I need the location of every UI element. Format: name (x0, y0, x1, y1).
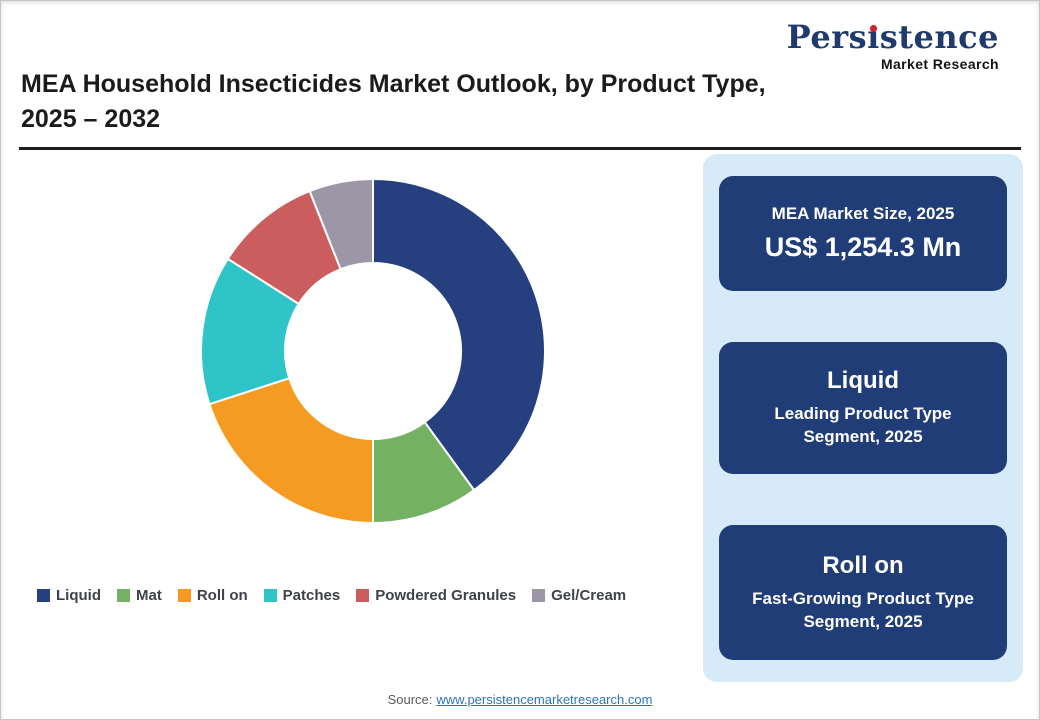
logo-subtitle: Market Research (880, 56, 999, 72)
legend-item-liquid: Liquid (37, 587, 101, 604)
market-size-title: MEA Market Size, 2025 (771, 204, 955, 223)
page-title-line2: 2025 – 2032 (21, 105, 161, 133)
fast-growing-segment-name: Roll on (822, 551, 904, 579)
logo-text-prefix: Pers (786, 18, 868, 56)
donut-chart (200, 177, 546, 525)
page-title: MEA Household Insecticides Market Outloo… (21, 67, 789, 137)
title-divider (19, 147, 1021, 150)
logo-red-dot-icon (869, 25, 877, 32)
side-panel: MEA Market Size, 2025 US$ 1,254.3 Mn Liq… (703, 154, 1023, 682)
legend-label: Patches (282, 587, 341, 604)
legend-label: Roll on (196, 587, 248, 604)
donut-segment-gel-cream (308, 177, 374, 271)
leading-segment-name: Liquid (827, 367, 899, 395)
legend-swatch-icon (177, 589, 191, 602)
legend-swatch-icon (37, 589, 50, 602)
fast-growing-segment-caption: Fast-Growing Product Type Segment, 2025 (752, 588, 974, 631)
legend-item-patches: Patches (263, 587, 341, 604)
logo-wordmark: Persı stence (787, 21, 999, 53)
market-size-value: US$ 1,254.3 Mn (764, 232, 962, 262)
legend-swatch-icon (263, 589, 277, 602)
legend-item-powdered-granules: Powdered Granules (356, 587, 516, 604)
page-title-line1: MEA Household Insecticides Market Outloo… (21, 70, 766, 98)
leading-segment-caption: Leading Product Type Segment, 2025 (774, 404, 952, 446)
legend-swatch-icon (356, 589, 370, 602)
market-size-card: MEA Market Size, 2025 US$ 1,254.3 Mn (719, 176, 1007, 291)
chart-legend: Liquid Mat Roll on Patches Powdered Granules… (37, 587, 694, 604)
legend-label: Liquid (56, 587, 101, 604)
donut-segment-liquid (372, 177, 546, 492)
source-line: Source: www.persistencemarketresearch.com (1, 692, 1039, 707)
legend-item-gel-cream: Gel/Cream (532, 587, 626, 604)
fast-growing-segment-card: Roll on Fast-Growing Product Type Segmen… (719, 525, 1007, 660)
legend-item-roll-on: Roll on (177, 587, 248, 604)
source-link[interactable]: www.persistencemarketresearch.com (436, 692, 653, 707)
legend-label: Mat (136, 587, 162, 604)
legend-item-mat: Mat (117, 587, 162, 604)
logo: Persı stence Market Research (787, 21, 999, 71)
legend-swatch-icon (532, 589, 546, 602)
legend-label: Powdered Granules (375, 587, 517, 604)
legend-label: Gel/Cream (551, 587, 627, 604)
logo-i-char: ı (867, 18, 880, 56)
legend-swatch-icon (117, 589, 130, 602)
logo-letter-i: ı (867, 21, 880, 53)
source-label: Source: (387, 692, 433, 707)
logo-text-suffix: stence (879, 18, 999, 56)
donut-segment-roll-on (208, 376, 374, 525)
leading-segment-card: Liquid Leading Product Type Segment, 202… (719, 342, 1007, 474)
